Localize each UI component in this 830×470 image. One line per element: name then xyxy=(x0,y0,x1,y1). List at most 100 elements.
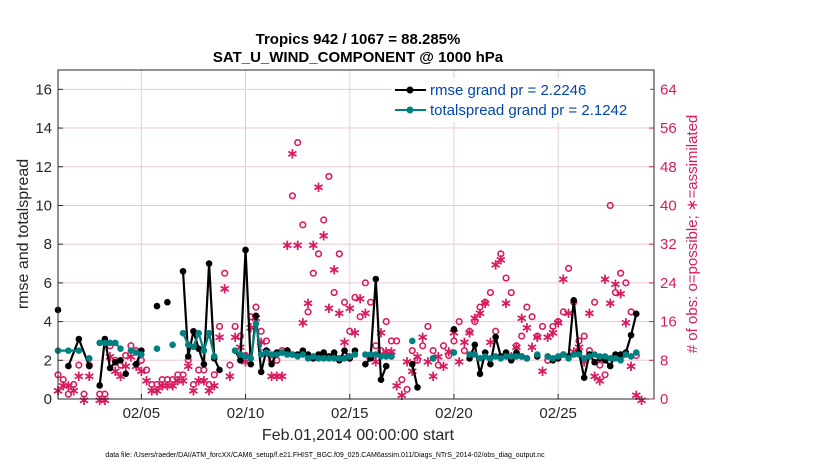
obs-possible-point xyxy=(75,361,83,369)
totalspread-point xyxy=(101,339,109,347)
obs-assimilated-point: ∗ xyxy=(359,304,372,322)
totalspread-point xyxy=(429,355,437,362)
x-tick-label: 02/25 xyxy=(539,405,577,422)
obs-possible-point xyxy=(512,342,521,350)
x-tick-label: 02/20 xyxy=(435,405,473,422)
obs-possible-point xyxy=(142,366,151,374)
line-series xyxy=(54,246,640,391)
rmse-point xyxy=(242,246,249,254)
totalspread-point xyxy=(106,339,114,347)
obs-assimilated-point: ∗ xyxy=(286,144,299,162)
rmse-point xyxy=(257,368,265,376)
y-axis-right: 0 8 16 24 32 40 48 56 64 xyxy=(649,81,677,408)
obs-possible-point xyxy=(226,361,234,369)
obs-assimilated-point: ∗ xyxy=(489,256,502,274)
totalspread-point xyxy=(450,349,458,356)
rmse-point xyxy=(164,298,171,306)
rmse-point xyxy=(471,341,479,349)
obs-possible-point xyxy=(309,269,317,277)
obs-assimilated-point: ∗ xyxy=(302,294,315,312)
obs-assimilated-point: ∗ xyxy=(453,352,466,370)
obs-possible-point xyxy=(559,308,567,316)
obs-possible-point xyxy=(554,317,562,326)
obs-assimilated-point: ∗ xyxy=(427,367,440,385)
legend-box xyxy=(392,78,650,122)
obs-possible-point xyxy=(393,337,401,345)
totalspread-point xyxy=(497,355,505,362)
obs-assimilated-point: ∗ xyxy=(375,323,388,341)
y-right-tick-label: 0 xyxy=(660,391,668,408)
legend-rmse-label: rmse grand pr = 2.2246 xyxy=(430,82,586,99)
y-right-tick-label: 8 xyxy=(660,352,668,369)
obs-possible-point xyxy=(460,347,468,355)
totalspread-point xyxy=(252,320,260,327)
totalspread-point xyxy=(565,355,572,362)
obs-assimilated-point: ∗ xyxy=(354,289,367,307)
y-right-tick-label: 24 xyxy=(660,275,677,292)
obs-assimilated-point: ∗ xyxy=(156,376,169,394)
totalspread-point xyxy=(320,355,327,362)
rmse-point xyxy=(570,297,578,304)
obs-assimilated-point: ∗ xyxy=(166,376,179,394)
totalspread-point xyxy=(544,353,552,360)
obs-assimilated-point: ∗ xyxy=(67,381,80,399)
totalspread-point xyxy=(210,353,218,360)
obs-assimilated-point: ∗ xyxy=(625,357,638,375)
x-tick-label: 02/05 xyxy=(123,405,161,422)
totalspread-point xyxy=(570,351,578,358)
obs-possible-point xyxy=(179,371,187,379)
rmse-point xyxy=(96,382,103,389)
rmse-point xyxy=(382,362,390,370)
totalspread-point xyxy=(96,339,103,347)
obs-assimilated-point: ∗ xyxy=(151,381,164,399)
y-left-tick-label: 14 xyxy=(35,120,52,137)
totalspread-point xyxy=(601,353,609,360)
rmse-point xyxy=(247,360,255,368)
rmse-point xyxy=(632,310,640,318)
totalspread-point xyxy=(554,353,562,360)
plot-area-frame xyxy=(57,69,655,400)
totalspread-point xyxy=(377,353,385,360)
totalspread-point xyxy=(294,353,301,360)
obs-assimilated-point: ∗ xyxy=(276,367,289,385)
totalspread-point xyxy=(309,353,317,360)
rmse-point xyxy=(330,349,338,356)
obs-possible-point xyxy=(215,322,224,331)
totalspread-point xyxy=(75,347,83,354)
totalspread-point xyxy=(273,351,281,358)
obs-assimilated-point: ∗ xyxy=(500,294,513,312)
obs-assimilated-point: ∗ xyxy=(463,323,476,341)
obs-assimilated-point: ∗ xyxy=(599,270,612,288)
totalspread-point xyxy=(200,347,208,354)
obs-assimilated-point: ∗ xyxy=(271,367,284,385)
obs-possible-point xyxy=(580,332,588,340)
rmse-point xyxy=(122,370,130,378)
totalspread-point xyxy=(132,349,140,356)
y-left-tick-label: 2 xyxy=(44,352,52,369)
obs-assimilated-point: ∗ xyxy=(432,347,445,365)
totalspread-point xyxy=(242,353,249,360)
totalspread-point xyxy=(325,355,333,362)
obs-assimilated-point: ∗ xyxy=(281,236,294,254)
y-right-tick-label: 16 xyxy=(660,314,677,331)
totalspread-point xyxy=(502,353,510,360)
obs-assimilated-point: ∗ xyxy=(323,299,336,317)
obs-assimilated-point: ∗ xyxy=(557,270,570,288)
obs-possible-point xyxy=(210,371,218,379)
obs-possible-point xyxy=(622,279,630,287)
rmse-point xyxy=(492,333,499,341)
totalspread-point xyxy=(153,345,161,352)
totalspread-point xyxy=(65,347,72,354)
obs-possible-point xyxy=(346,327,354,335)
totalspread-point xyxy=(586,353,593,360)
obs-possible-point xyxy=(189,380,198,389)
rmse-point xyxy=(341,347,348,354)
obs-possible-point xyxy=(611,288,620,297)
obs-assimilated-point: ∗ xyxy=(161,376,174,394)
totalspread-point xyxy=(596,353,604,360)
obs-possible-point xyxy=(361,279,369,287)
obs-assimilated-point: ∗ xyxy=(552,314,565,332)
totalspread-point xyxy=(117,345,124,352)
chart-title: Tropics 942 / 1067 = 88.285% SAT_U_WIND_… xyxy=(213,31,504,66)
obs-assimilated-point: ∗ xyxy=(343,299,356,317)
